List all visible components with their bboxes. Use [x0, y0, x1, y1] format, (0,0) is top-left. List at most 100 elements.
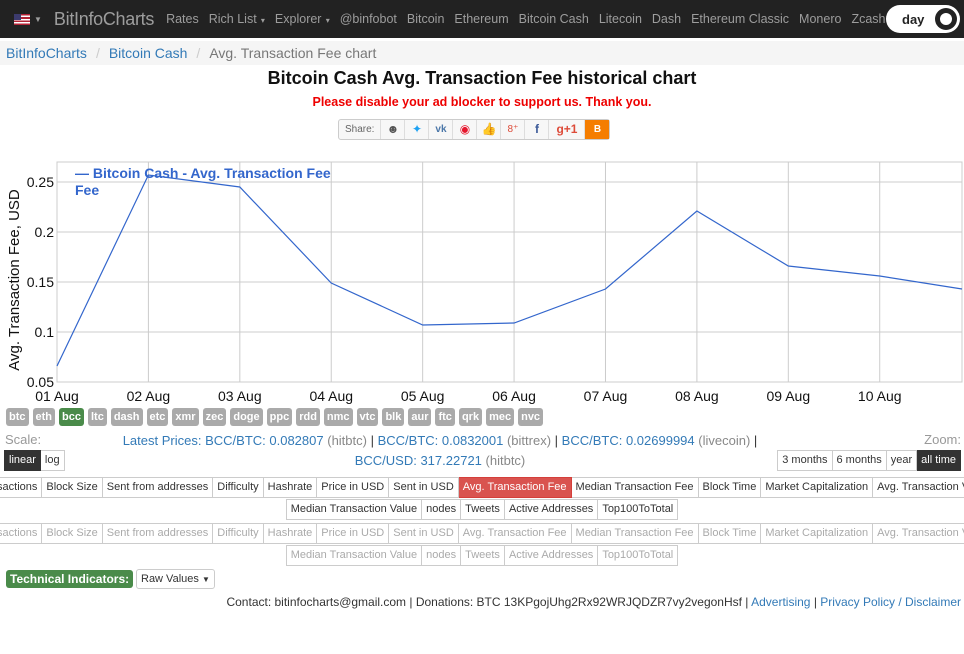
compare-median-transaction-fee-button[interactable]: Median Transaction Fee: [571, 523, 699, 544]
coin-btc-button[interactable]: btc: [6, 408, 29, 426]
y-axis-ticks: 0.05 0.1 0.15 0.2 0.25: [27, 174, 54, 390]
plot-area: [56, 161, 963, 383]
like-icon[interactable]: 👍: [477, 120, 502, 139]
compare-sent-from-addresses-button[interactable]: Sent from addresses: [102, 523, 214, 544]
coin-vtc-button[interactable]: vtc: [356, 408, 379, 426]
nav-bitcoin[interactable]: Bitcoin: [406, 12, 445, 26]
nav-rates[interactable]: Rates: [166, 12, 199, 26]
vk-icon[interactable]: vk: [429, 120, 454, 139]
metric-block-time-button[interactable]: Block Time: [698, 477, 762, 498]
coin-xmr-button[interactable]: xmr: [172, 408, 199, 426]
metric-median-transaction-fee-button[interactable]: Median Transaction Fee: [571, 477, 699, 498]
y-tick-label: 0.1: [35, 324, 55, 340]
metric-median-transaction-value-button[interactable]: Median Transaction Value: [285, 499, 423, 520]
coin-blk-button[interactable]: blk: [382, 408, 405, 426]
x-tick-label: 08 Aug: [675, 388, 719, 404]
zoom-all-time-button[interactable]: all time: [917, 450, 961, 471]
nav-litecoin[interactable]: Litecoin: [598, 12, 642, 26]
coin-zec-button[interactable]: zec: [202, 408, 227, 426]
breadcrumb-coin[interactable]: Bitcoin Cash: [108, 45, 188, 61]
coin-bcc-button[interactable]: bcc: [59, 408, 84, 426]
metric-block-size-button[interactable]: Block Size: [42, 477, 103, 498]
metric-avg-transaction-value-button[interactable]: Avg. Transaction Value: [873, 477, 964, 498]
reddit-icon[interactable]: ☻: [381, 120, 406, 139]
zoom-year-button[interactable]: year: [886, 450, 918, 471]
nav-ethereum-classic[interactable]: Ethereum Classic: [691, 12, 790, 26]
google-plus-one-icon[interactable]: g+1: [549, 120, 586, 139]
coin-rdd-button[interactable]: rdd: [296, 408, 320, 426]
compare-difficulty-button[interactable]: Difficulty: [213, 523, 264, 544]
caret-down-icon: ▾: [258, 16, 265, 25]
brand-logo[interactable]: BitInfoCharts: [53, 8, 155, 29]
nav-rich-list[interactable]: Rich List ▾: [208, 12, 265, 26]
metric-difficulty-button[interactable]: Difficulty: [213, 477, 264, 498]
coin-aur-button[interactable]: aur: [408, 408, 432, 426]
nav-dash[interactable]: Dash: [651, 12, 682, 26]
compare-active-addresses-button[interactable]: Active Addresses: [504, 545, 599, 566]
nav-explorer[interactable]: Explorer ▾: [274, 12, 330, 26]
coin-doge-button[interactable]: doge: [230, 408, 263, 426]
latest-prices: Latest Prices: BCC/BTC: 0.082807 (hitbtc…: [80, 431, 800, 471]
caret-down-icon[interactable]: ▼: [34, 14, 42, 24]
metric-nodes-button[interactable]: nodes: [422, 499, 462, 520]
nav-bitcoin-cash[interactable]: Bitcoin Cash: [518, 12, 589, 26]
coin-eth-button[interactable]: eth: [32, 408, 55, 426]
metric-tweets-button[interactable]: Tweets: [461, 499, 505, 520]
compare-block-size-button[interactable]: Block Size: [42, 523, 103, 544]
blogger-icon[interactable]: B: [585, 120, 610, 139]
metric-transactions-button[interactable]: Transactions: [0, 477, 43, 498]
day-night-toggle[interactable]: day: [886, 5, 960, 33]
coin-dash-button[interactable]: dash: [110, 408, 143, 426]
compare-price-in-usd-button[interactable]: Price in USD: [317, 523, 390, 544]
coin-nmc-button[interactable]: nmc: [323, 408, 353, 426]
coin-etc-button[interactable]: etc: [146, 408, 169, 426]
metric-sent-in-usd-button[interactable]: Sent in USD: [389, 477, 459, 498]
coin-ftc-button[interactable]: ftc: [435, 408, 455, 426]
compare-avg-transaction-fee-button[interactable]: Avg. Transaction Fee: [458, 523, 572, 544]
advertising-link[interactable]: Advertising: [751, 595, 811, 609]
coin-mec-button[interactable]: mec: [486, 408, 515, 426]
compare-avg-transaction-value-button[interactable]: Avg. Transaction Value: [873, 523, 964, 544]
metric-market-capitalization-button[interactable]: Market Capitalization: [761, 477, 874, 498]
caret-down-icon: ▾: [323, 16, 330, 25]
metric-top100tototal-button[interactable]: Top100ToTotal: [598, 499, 679, 520]
nav-zcash[interactable]: Zcash: [851, 12, 886, 26]
coin-qrk-button[interactable]: qrk: [458, 408, 483, 426]
compare-transactions-button[interactable]: Transactions: [0, 523, 43, 544]
compare-top100tototal-button[interactable]: Top100ToTotal: [598, 545, 679, 566]
nav-ethereum[interactable]: Ethereum: [454, 12, 509, 26]
compare-tweets-button[interactable]: Tweets: [461, 545, 505, 566]
metric-avg-transaction-fee-button[interactable]: Avg. Transaction Fee: [458, 477, 572, 498]
us-flag-icon[interactable]: [14, 13, 30, 25]
compare-median-transaction-value-button[interactable]: Median Transaction Value: [285, 545, 423, 566]
compare-sent-in-usd-button[interactable]: Sent in USD: [389, 523, 459, 544]
zoom-6-months-button[interactable]: 6 months: [832, 450, 887, 471]
nav-binfobot[interactable]: @binfobot: [339, 12, 397, 26]
nav-monero[interactable]: Monero: [799, 12, 842, 26]
weibo-icon[interactable]: ◉: [453, 120, 478, 139]
metric-hashrate-button[interactable]: Hashrate: [263, 477, 318, 498]
coin-ltc-button[interactable]: ltc: [87, 408, 107, 426]
scale-log-button[interactable]: log: [40, 450, 65, 471]
facebook-icon[interactable]: f: [525, 120, 550, 139]
raw-values-dropdown[interactable]: Raw Values ▼: [136, 569, 215, 589]
metric-sent-from-addresses-button[interactable]: Sent from addresses: [102, 477, 214, 498]
zoom-3-months-button[interactable]: 3 months: [777, 450, 833, 471]
metric-price-in-usd-button[interactable]: Price in USD: [317, 477, 390, 498]
y-tick-label: 0.25: [27, 174, 54, 190]
x-tick-label: 06 Aug: [492, 388, 536, 404]
x-tick-label: 10 Aug: [858, 388, 902, 404]
twitter-icon[interactable]: ✦: [405, 120, 430, 139]
compare-block-time-button[interactable]: Block Time: [698, 523, 762, 544]
coin-nvc-button[interactable]: nvc: [518, 408, 544, 426]
compare-market-capitalization-button[interactable]: Market Capitalization: [761, 523, 874, 544]
coin-ppc-button[interactable]: ppc: [266, 408, 293, 426]
scale-linear-button[interactable]: linear: [4, 450, 41, 471]
metric-active-addresses-button[interactable]: Active Addresses: [504, 499, 599, 520]
breadcrumb-home[interactable]: BitInfoCharts: [6, 45, 87, 61]
google-plus-icon[interactable]: 8⁺: [501, 120, 526, 139]
compare-nodes-button[interactable]: nodes: [422, 545, 462, 566]
privacy-policy-link[interactable]: Privacy Policy / Disclaimer: [820, 595, 961, 609]
compare-hashrate-button[interactable]: Hashrate: [263, 523, 318, 544]
footer: Contact: bitinfocharts@gmail.com | Donat…: [226, 595, 961, 609]
